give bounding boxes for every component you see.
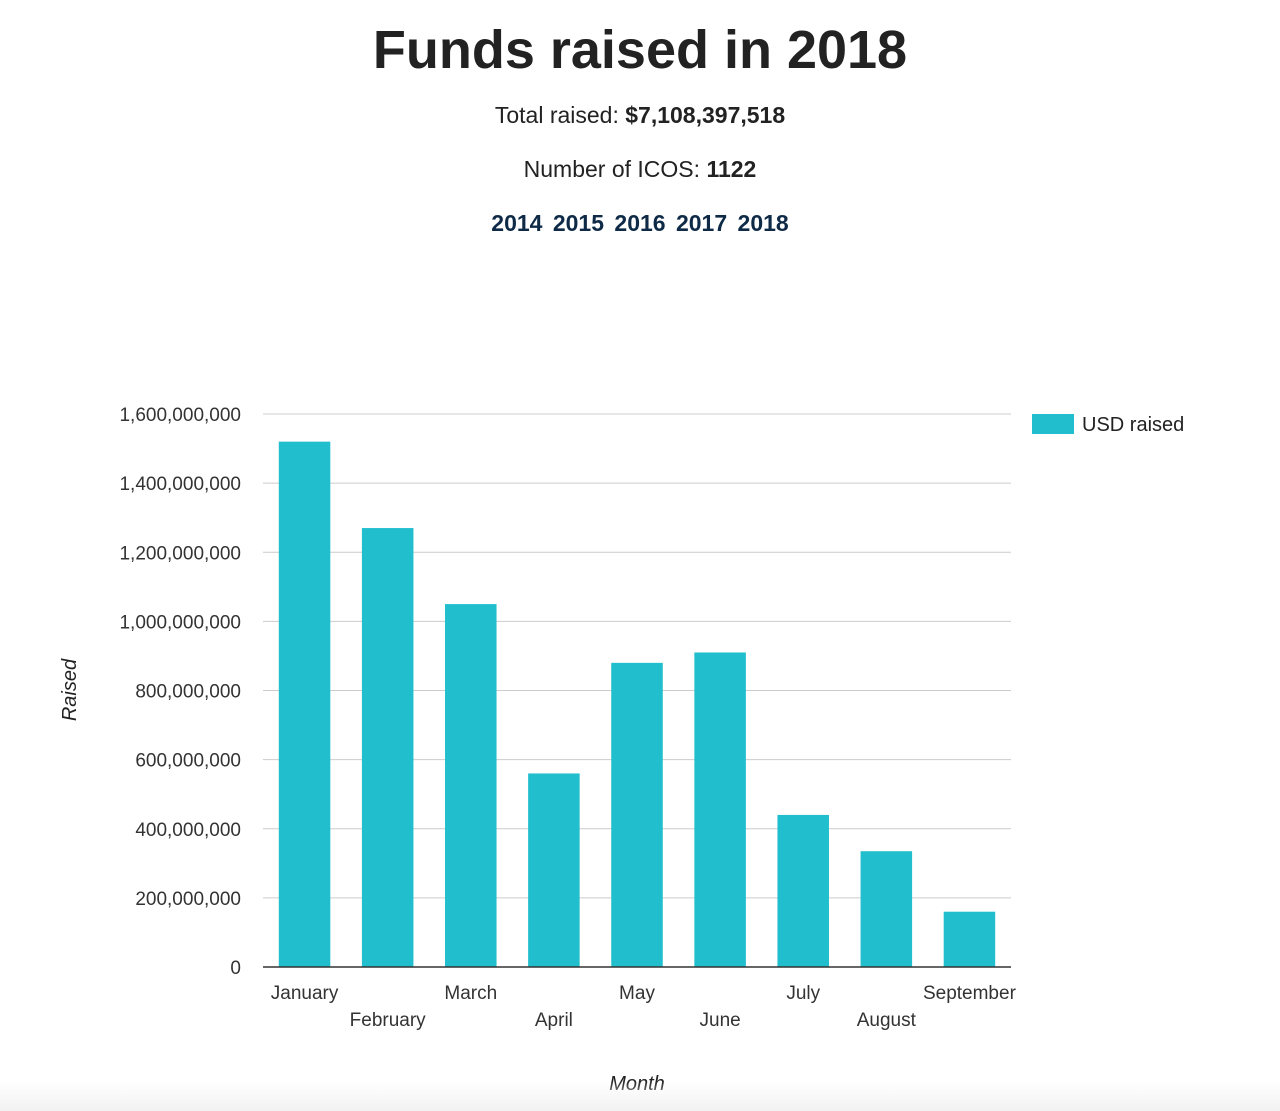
x-tick-label: February [350,1010,427,1031]
x-tick-label: September [923,983,1017,1004]
y-axis-ticks: 0 200,000,000 400,000,000 600,000,000 800,00… [119,405,241,979]
bottom-fade [0,1081,1280,1111]
y-tick-label: 1,000,000,000 [119,612,241,633]
bar-may[interactable] [611,662,663,967]
x-tick-label: July [786,983,820,1004]
y-tick-label: 200,000,000 [135,889,241,910]
y-tick-label: 600,000,000 [135,751,241,772]
y-tick-label: 400,000,000 [135,820,241,841]
bar-january[interactable] [278,441,331,967]
ico-count-value: 1122 [706,156,757,182]
bar-march[interactable] [445,604,497,967]
x-axis-ticks: January February March April May June July Augu… [271,983,1017,1031]
year-link-2018[interactable]: 2018 [737,210,789,236]
ico-count-label: Number of ICOS: [523,156,707,182]
total-raised-label: Total raised: [494,102,626,128]
bar-september[interactable] [943,911,996,967]
year-link-2014[interactable]: 2014 [491,210,543,236]
bar-august[interactable] [860,851,913,967]
y-tick-label: 1,600,000,000 [119,405,241,426]
x-tick-label: April [535,1010,573,1031]
legend[interactable]: USD raised [1032,414,1184,436]
bar-june[interactable] [694,652,746,967]
total-raised: Total raised: $7,108,397,518 [0,101,1280,129]
bar-april[interactable] [528,773,580,967]
legend-swatch-usd-raised [1032,414,1074,434]
total-raised-value: $7,108,397,518 [625,102,786,128]
bar-february[interactable] [361,528,414,967]
year-link-2017[interactable]: 2017 [675,210,728,236]
y-tick-label: 0 [230,958,241,979]
ico-count: Number of ICOS: 1122 [0,155,1280,183]
bar-july[interactable] [777,814,829,967]
x-tick-label: August [857,1010,917,1031]
x-tick-label: June [700,1010,741,1031]
y-tick-label: 1,200,000,000 [119,543,241,564]
legend-label-usd-raised: USD raised [1082,414,1184,436]
x-tick-label: May [619,983,655,1004]
year-selector: 2014 2015 2016 2017 2018 [0,208,1280,238]
x-tick-label: January [271,983,339,1004]
year-link-2015[interactable]: 2015 [552,210,605,236]
year-link-2016[interactable]: 2016 [614,210,666,236]
x-tick-label: March [444,983,497,1004]
y-axis-title: Raised [59,658,81,721]
y-tick-label: 800,000,000 [135,682,241,703]
y-tick-label: 1,400,000,000 [119,474,241,495]
bars [278,441,996,967]
page-title: Funds raised in 2018 [372,20,908,80]
